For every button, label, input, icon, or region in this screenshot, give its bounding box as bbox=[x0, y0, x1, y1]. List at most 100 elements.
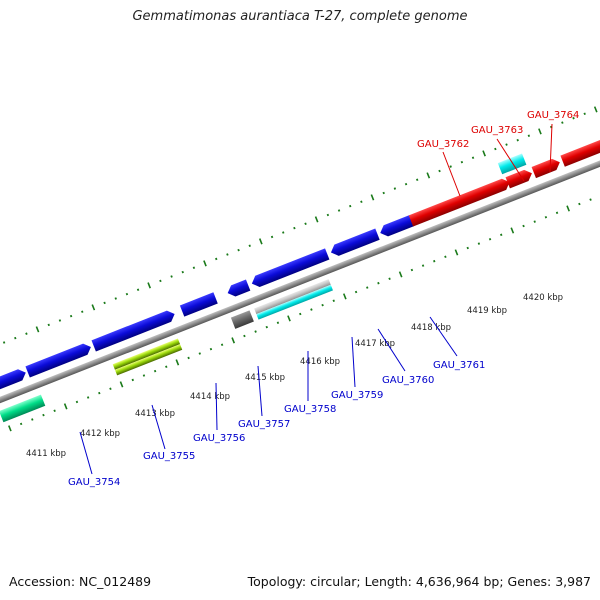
leader-line bbox=[377, 328, 406, 372]
minor-tick bbox=[243, 334, 246, 338]
minor-tick bbox=[382, 191, 385, 195]
minor-tick bbox=[136, 288, 140, 291]
gene-label[interactable]: GAU_3764 bbox=[527, 110, 579, 121]
gene-arrow[interactable] bbox=[250, 248, 330, 289]
major-tick bbox=[8, 425, 12, 432]
kbp-label: 4418 kbp bbox=[411, 323, 451, 333]
minor-tick bbox=[192, 266, 196, 269]
minor-tick bbox=[220, 343, 224, 347]
minor-tick bbox=[125, 292, 129, 296]
gene-arrow[interactable] bbox=[531, 157, 562, 179]
minor-tick bbox=[114, 297, 117, 300]
minor-tick bbox=[494, 147, 497, 151]
minor-tick bbox=[248, 244, 251, 247]
gene-arrow[interactable] bbox=[179, 292, 218, 317]
major-tick bbox=[482, 150, 486, 157]
major-tick bbox=[287, 315, 291, 322]
minor-tick bbox=[293, 226, 296, 230]
minor-tick bbox=[505, 143, 508, 146]
minor-tick bbox=[410, 268, 414, 272]
minor-tick bbox=[53, 409, 56, 412]
minor-tick bbox=[282, 231, 285, 234]
gene-label[interactable]: GAU_3761 bbox=[433, 360, 485, 371]
major-tick bbox=[370, 194, 375, 201]
gene-label[interactable]: GAU_3755 bbox=[143, 451, 195, 462]
major-tick bbox=[566, 205, 570, 212]
gene-block[interactable] bbox=[254, 279, 331, 315]
leader-line bbox=[351, 336, 356, 388]
major-tick bbox=[342, 293, 347, 300]
minor-tick bbox=[533, 220, 536, 223]
major-tick bbox=[147, 282, 152, 289]
minor-tick bbox=[75, 400, 79, 404]
major-tick bbox=[593, 106, 598, 113]
gene-block[interactable] bbox=[230, 310, 254, 329]
major-tick bbox=[398, 271, 403, 278]
major-tick bbox=[538, 128, 542, 135]
kbp-labels: 4411 kbp 4412 kbp 4413 kbp 4414 kbp 4415… bbox=[26, 293, 563, 459]
minor-tick bbox=[527, 134, 531, 138]
minor-tick bbox=[58, 319, 62, 322]
gene-label[interactable]: GAU_3763 bbox=[471, 125, 523, 136]
genome-summary-text: Topology: circular; Length: 4,636,964 bp… bbox=[247, 574, 591, 589]
major-tick bbox=[314, 216, 319, 223]
kbp-label: 4415 kbp bbox=[245, 373, 285, 383]
minor-tick bbox=[572, 116, 575, 120]
minor-tick bbox=[578, 202, 581, 206]
minor-tick bbox=[165, 365, 168, 369]
minor-tick bbox=[500, 233, 503, 237]
leader-line bbox=[496, 138, 525, 182]
gene-block[interactable] bbox=[0, 394, 46, 423]
gene-label[interactable]: GAU_3759 bbox=[331, 390, 383, 401]
gene-label[interactable]: GAU_3758 bbox=[284, 404, 336, 415]
minor-tick bbox=[337, 209, 341, 212]
gene-arrow[interactable] bbox=[378, 214, 415, 239]
minor-tick bbox=[321, 303, 324, 307]
gene-arrow[interactable] bbox=[0, 367, 28, 399]
minor-tick bbox=[209, 347, 213, 351]
minor-tick bbox=[360, 200, 363, 204]
minor-tick bbox=[421, 264, 425, 267]
gene-label[interactable]: GAU_3754 bbox=[68, 477, 120, 488]
gene-arrow[interactable] bbox=[91, 308, 176, 352]
accession-text: Accession: NC_012489 bbox=[9, 574, 152, 589]
major-tick bbox=[426, 172, 431, 179]
minor-tick bbox=[109, 387, 112, 390]
minor-tick bbox=[2, 341, 6, 344]
minor-tick bbox=[444, 255, 447, 259]
gene-label[interactable]: GAU_3762 bbox=[417, 139, 469, 150]
gene-label[interactable]: GAU_3760 bbox=[382, 375, 434, 386]
minor-tick bbox=[460, 160, 464, 164]
gene-arrow[interactable] bbox=[25, 341, 93, 378]
gene-label[interactable]: GAU_3757 bbox=[238, 419, 290, 430]
minor-tick bbox=[466, 246, 469, 250]
gene-arrow[interactable] bbox=[560, 137, 600, 167]
minor-tick bbox=[181, 270, 184, 274]
gene-block[interactable] bbox=[256, 284, 333, 320]
gene-block[interactable] bbox=[112, 338, 181, 370]
minor-tick bbox=[544, 215, 548, 219]
minor-tick bbox=[198, 352, 201, 355]
minor-tick bbox=[159, 279, 162, 283]
gene-label[interactable]: GAU_3756 bbox=[193, 433, 245, 444]
gene-arrow[interactable] bbox=[225, 279, 251, 298]
minor-tick bbox=[583, 112, 586, 116]
gene-block[interactable] bbox=[114, 344, 183, 376]
minor-tick bbox=[377, 281, 380, 285]
minor-tick bbox=[237, 248, 240, 252]
minor-tick bbox=[226, 253, 229, 256]
minor-tick bbox=[516, 138, 519, 142]
minor-tick bbox=[449, 165, 452, 168]
gene-arrow[interactable] bbox=[505, 168, 535, 189]
leader-line bbox=[442, 151, 461, 197]
gene-arrow[interactable] bbox=[497, 153, 527, 175]
leader-line bbox=[215, 382, 218, 431]
minor-tick bbox=[471, 156, 475, 160]
gene-arrow[interactable] bbox=[408, 176, 512, 227]
major-tick bbox=[175, 359, 180, 366]
minor-tick bbox=[14, 336, 17, 340]
kbp-label: 4412 kbp bbox=[80, 429, 120, 439]
minor-tick bbox=[299, 312, 302, 316]
minor-tick bbox=[349, 204, 352, 208]
gene-arrow[interactable] bbox=[329, 228, 380, 258]
